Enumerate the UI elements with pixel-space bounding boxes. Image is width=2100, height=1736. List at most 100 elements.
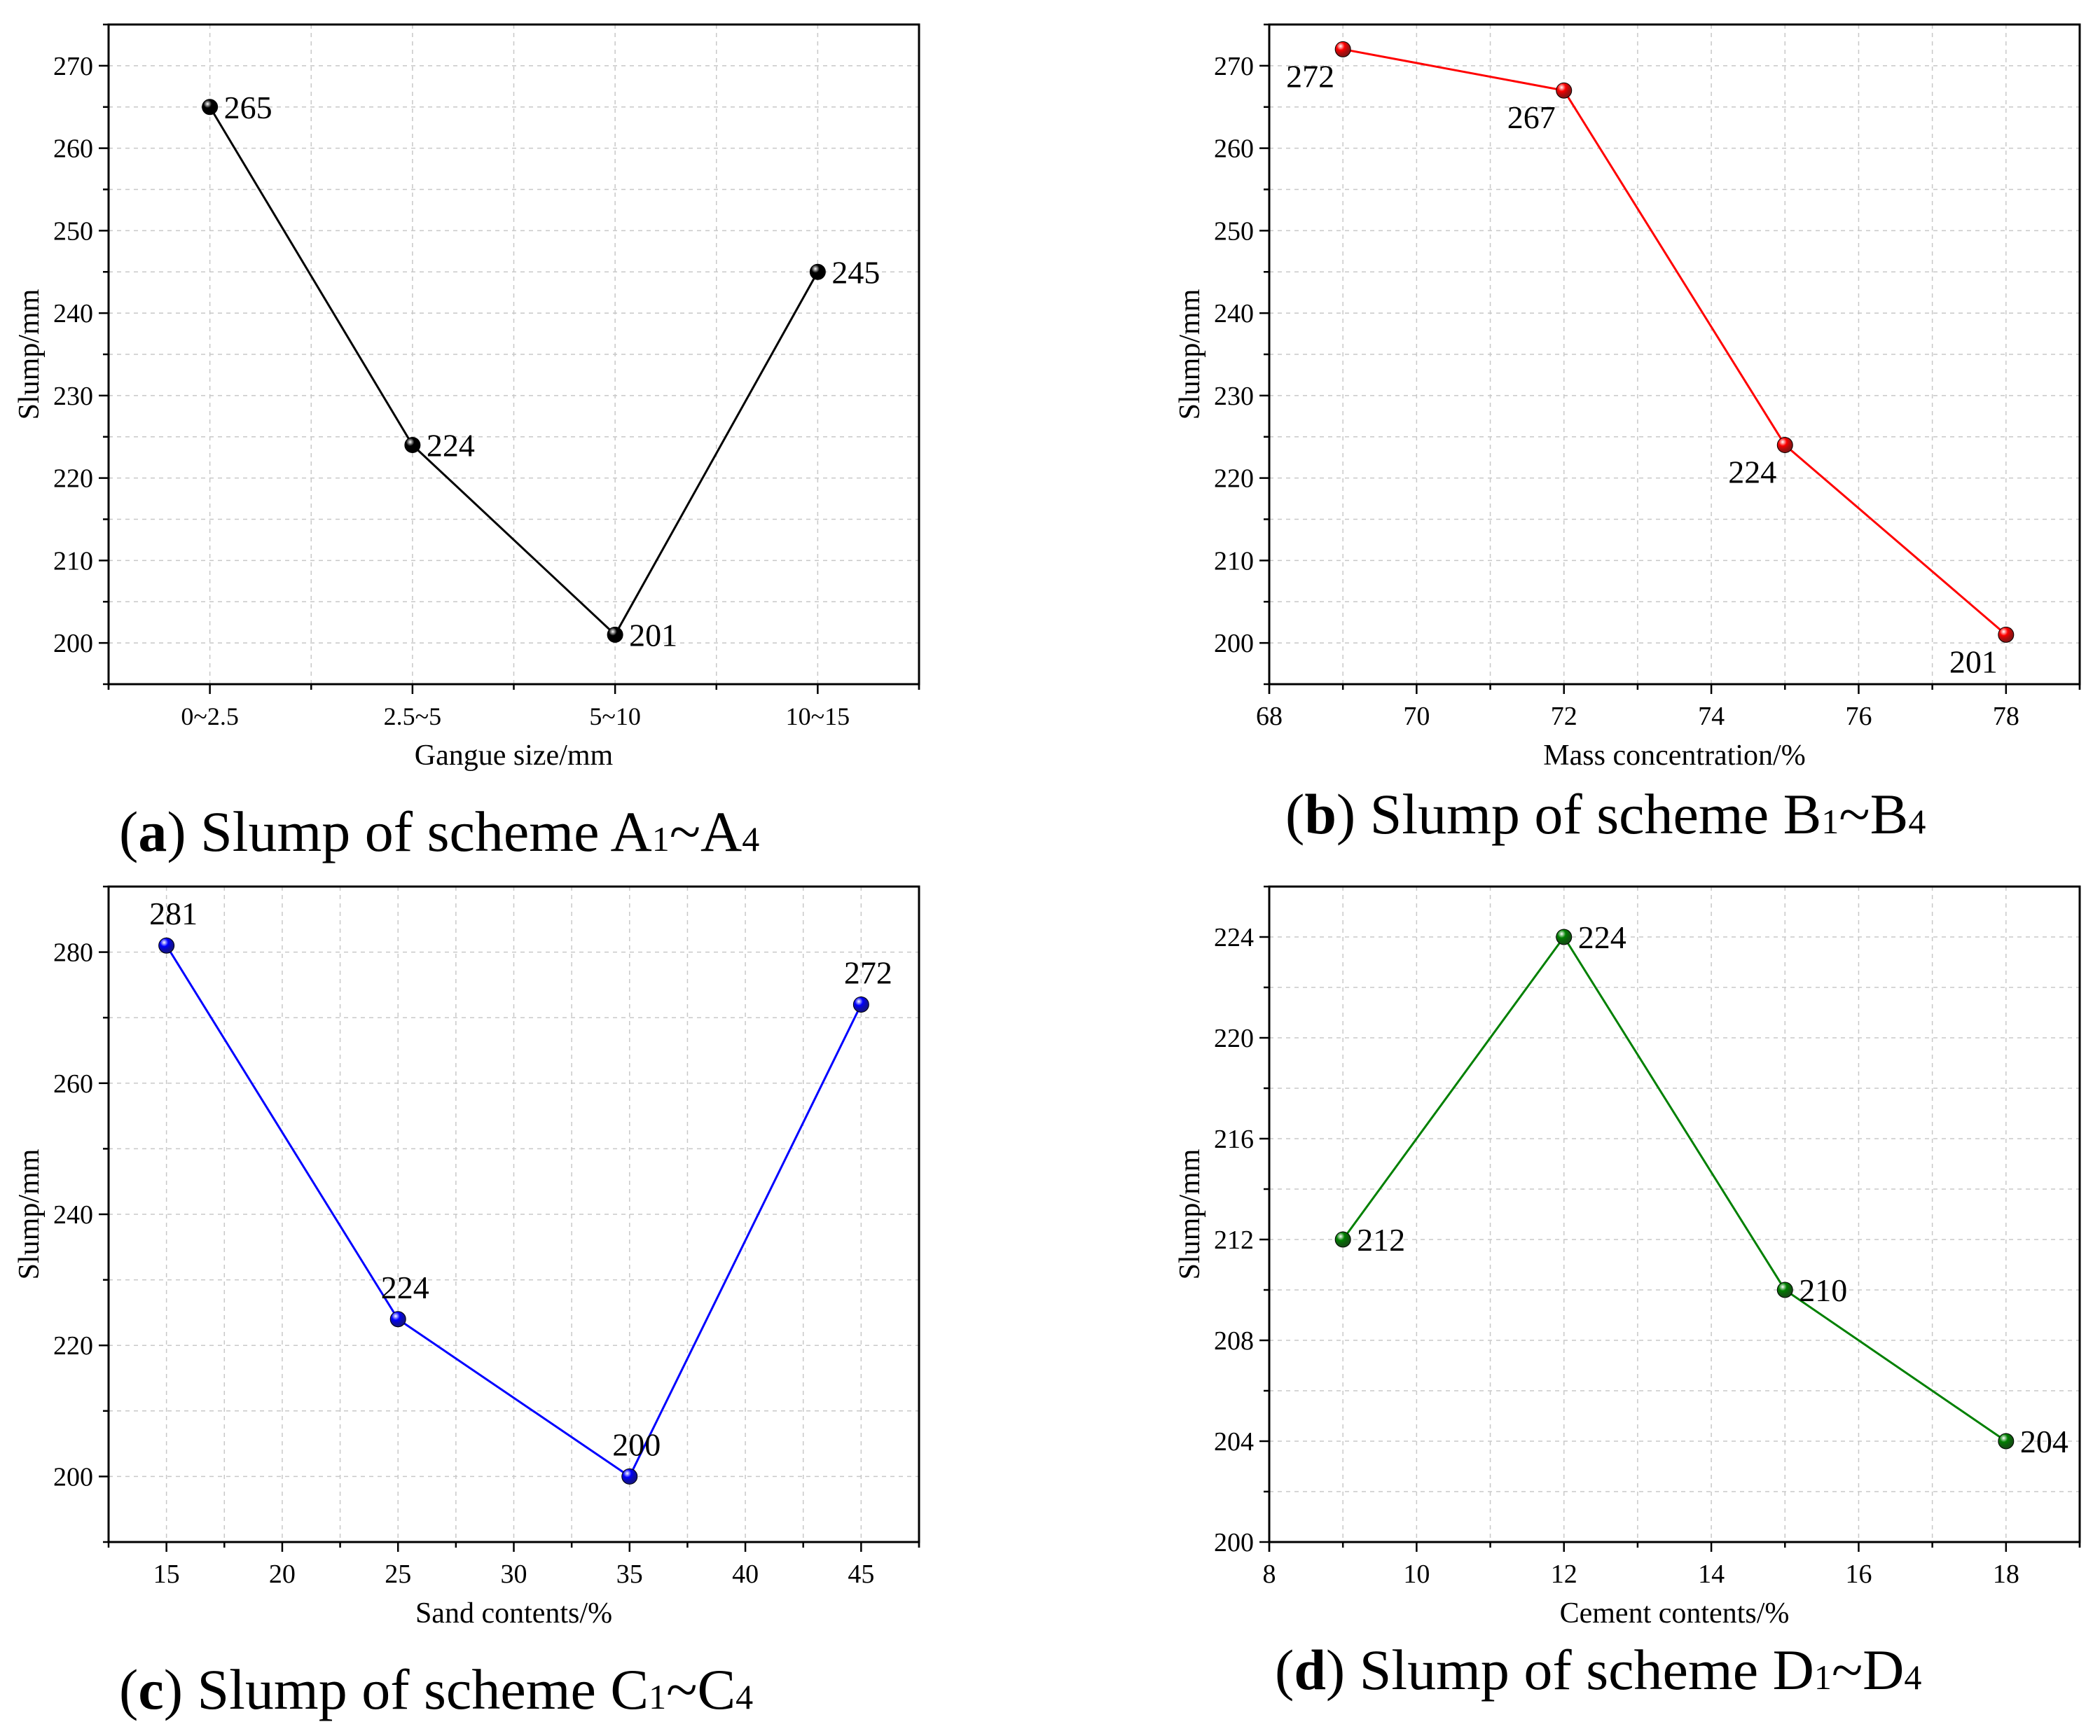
x-tick-label: 10~15 [786, 702, 850, 730]
y-tick-label: 220 [53, 464, 93, 494]
y-tick-label: 200 [53, 1462, 93, 1492]
data-point [621, 1468, 638, 1485]
y-axis: 200 204 208 212 216 220 224 [1214, 885, 1269, 1557]
series-line [209, 106, 819, 637]
caption-sub2: 4 [742, 819, 759, 859]
y-tick-label: 220 [53, 1331, 93, 1361]
y-tick-label: 230 [1214, 382, 1254, 411]
y-tick-label: 250 [1214, 216, 1254, 246]
x-tick-label: 40 [732, 1560, 759, 1589]
caption-paren-close: ) [1336, 782, 1355, 846]
data-label: 265 [224, 90, 272, 125]
x-tick-label: 20 [269, 1560, 296, 1589]
x-tick-label: 16 [1845, 1560, 1872, 1589]
y-tick-label: 220 [1214, 1024, 1254, 1053]
caption-text: Slump of scheme A [186, 800, 652, 863]
y-axis-title: Slump/mm [1174, 1148, 1206, 1279]
x-tick-label: 30 [501, 1560, 527, 1589]
y-tick-label: 260 [53, 134, 93, 164]
x-axis-title: Mass concentration/% [1543, 739, 1805, 772]
data-point [852, 996, 869, 1013]
panel-caption: (b) Slump of scheme B1~B4 [1285, 782, 1926, 846]
y-tick-label: 220 [1214, 464, 1254, 494]
data-point [1776, 1282, 1793, 1298]
x-tick-label: 72 [1551, 702, 1577, 731]
caption-paren-open: ( [119, 1658, 138, 1721]
data-label: 267 [1507, 99, 1556, 135]
caption-letter: d [1294, 1638, 1326, 1702]
data-point [1334, 41, 1351, 57]
x-tick-label: 78 [1993, 702, 2019, 731]
grid [1269, 887, 2080, 1542]
x-axis: 15 20 25 30 35 40 45 [107, 1542, 920, 1589]
chart-panel-c: 200 220 240 260 280 15 20 25 30 35 40 45 Sand conten… [13, 885, 920, 1721]
panel-caption: (a) Slump of scheme A1~A4 [119, 800, 759, 863]
y-axis: 200 220 240 260 280 [53, 885, 109, 1543]
data-point [1334, 1231, 1351, 1248]
y-tick-label: 216 [1214, 1125, 1254, 1154]
data-point [1776, 437, 1793, 454]
grid [109, 25, 919, 684]
y-tick-label: 240 [53, 1200, 93, 1230]
x-tick-label: 25 [385, 1560, 411, 1589]
data-label: 200 [612, 1426, 661, 1462]
caption-paren-open: ( [119, 800, 138, 863]
x-axis: 8 10 12 14 16 18 [1263, 1542, 2081, 1589]
data-label: 224 [427, 428, 475, 464]
caption-tilde: ~B [1839, 782, 1908, 846]
series-line [1341, 935, 2007, 1443]
y-tick-label: 204 [1214, 1427, 1254, 1457]
caption-sub1: 1 [652, 819, 670, 859]
caption-paren-open: ( [1285, 782, 1304, 846]
data-label: 224 [381, 1270, 429, 1305]
caption-text: Slump of scheme D [1345, 1638, 1814, 1702]
x-tick-label: 35 [616, 1560, 643, 1589]
caption-sub1: 1 [649, 1677, 666, 1716]
series-line [1342, 48, 2007, 636]
data-label: 272 [844, 954, 892, 990]
y-axis: 200 210 220 230 240 250 260 270 [53, 23, 109, 686]
y-tick-label: 230 [53, 382, 93, 411]
x-tick-label: 70 [1403, 702, 1430, 731]
y-tick-label: 260 [53, 1069, 93, 1099]
data-label: 224 [1578, 919, 1626, 955]
y-tick-label: 260 [1214, 134, 1254, 164]
caption-paren-close: ) [167, 800, 186, 863]
x-tick-label: 0~2.5 [181, 702, 238, 730]
y-tick-label: 280 [53, 938, 93, 968]
caption-text: Slump of scheme B [1355, 782, 1821, 846]
data-point [809, 263, 826, 280]
plot-frame [1268, 885, 2081, 1543]
x-tick-label: 5~10 [589, 702, 640, 730]
y-axis-title: Slump/mm [13, 1148, 46, 1279]
y-tick-label: 210 [1214, 546, 1254, 576]
data-point [607, 626, 623, 643]
x-axis: 68 70 72 74 76 78 [1256, 684, 2081, 731]
y-tick-label: 270 [1214, 52, 1254, 81]
data-label: 204 [2020, 1424, 2068, 1459]
data-point [1998, 626, 2015, 643]
data-label: 201 [629, 617, 677, 653]
panel-caption: (c) Slump of scheme C1~C4 [119, 1658, 753, 1721]
series-line [165, 945, 862, 1478]
x-tick-label: 12 [1551, 1560, 1577, 1589]
panel-caption: (d) Slump of scheme D1~D4 [1275, 1638, 1921, 1702]
x-tick-label: 18 [1993, 1560, 2019, 1589]
data-label: 224 [1728, 454, 1776, 490]
caption-sub1: 1 [1821, 802, 1839, 841]
caption-letter: b [1304, 782, 1336, 846]
grid [109, 887, 919, 1542]
caption-sub2: 4 [735, 1677, 753, 1716]
y-tick-label: 212 [1214, 1225, 1254, 1255]
data-point [1998, 1433, 2015, 1450]
data-point [1556, 82, 1573, 99]
data-point [404, 437, 421, 454]
y-axis: 200 210 220 230 240 250 260 270 [1214, 23, 1269, 686]
caption-sub2: 4 [1904, 1658, 1921, 1697]
chart-panel-b: 200 210 220 230 240 250 260 270 68 70 72 74 76 78 Mass… [1174, 23, 2081, 846]
data-point [158, 937, 175, 954]
data-label: 245 [831, 254, 880, 290]
caption-sub2: 4 [1908, 802, 1926, 841]
